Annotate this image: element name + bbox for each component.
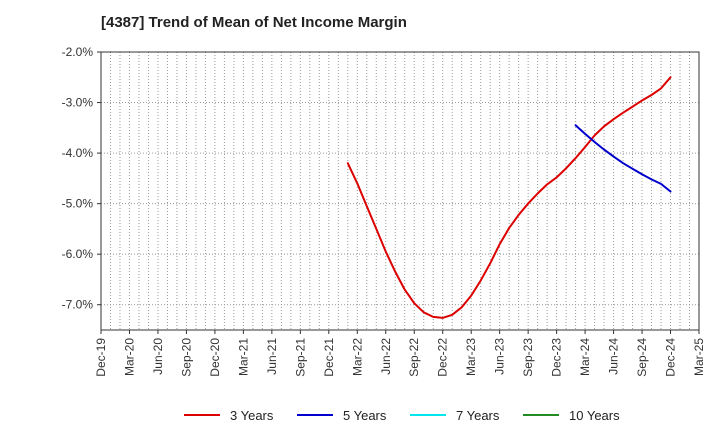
y-axis-ticks: -2.0% -3.0% -4.0% -5.0% -6.0% -7.0% [62,45,101,312]
legend-swatch [184,414,220,416]
x-tick-label: Sep-24 [635,338,649,377]
x-tick-label: Dec-20 [208,338,222,377]
legend-item: 7 Years [410,404,499,426]
legend-label: 5 Years [343,407,387,423]
y-tick-label: -3.0% [62,96,94,110]
x-tick-label: Dec-22 [436,338,450,377]
chart-title: [4387] Trend of Mean of Net Income Margi… [101,14,407,31]
series-line-5-years [574,124,672,193]
x-tick-label: Jun-23 [493,338,507,375]
x-tick-label: Mar-25 [692,338,706,376]
legend-swatch [523,414,559,416]
legend-label: 7 Years [456,407,500,423]
y-tick-label: -2.0% [62,45,94,59]
x-tick-label: Sep-23 [521,338,535,377]
x-tick-label: Dec-19 [94,338,108,377]
x-tick-label: Mar-22 [350,338,364,376]
x-axis-ticks: Dec-19 Mar-20 Jun-20 Sep-20 Dec-20 Mar-21 Jun-… [94,330,706,377]
legend: 3 Years 5 Years 7 Years 10 Years [0,404,720,426]
legend-item: 3 Years [184,404,273,426]
legend-label: 10 Years [569,407,620,423]
x-tick-label: Mar-24 [578,338,592,376]
x-tick-label: Sep-22 [407,338,421,377]
grid [100,51,700,330]
x-tick-label: Jun-21 [265,338,279,375]
x-tick-label: Sep-20 [179,338,193,377]
x-tick-label: Mar-20 [122,338,136,376]
legend-item: 10 Years [523,404,620,426]
x-tick-label: Dec-24 [664,338,678,377]
x-tick-label: Dec-23 [550,338,564,377]
y-tick-label: -5.0% [62,197,94,211]
series-line-3-years [346,76,672,319]
x-tick-label: Jun-20 [151,338,165,375]
x-tick-label: Mar-21 [236,338,250,376]
y-tick-label: -7.0% [62,298,94,312]
legend-item: 5 Years [297,404,386,426]
x-tick-label: Sep-21 [293,338,307,377]
x-tick-label: Jun-22 [379,338,393,375]
legend-swatch [410,414,446,416]
y-tick-label: -4.0% [62,146,94,160]
x-tick-label: Dec-21 [322,338,336,377]
x-tick-label: Jun-24 [607,338,621,375]
x-tick-label: Mar-23 [464,338,478,376]
legend-label: 3 Years [230,407,274,423]
plot-area-frame [100,51,700,331]
y-tick-label: -6.0% [62,247,94,261]
series-lines [346,76,672,319]
legend-swatch [297,414,333,416]
